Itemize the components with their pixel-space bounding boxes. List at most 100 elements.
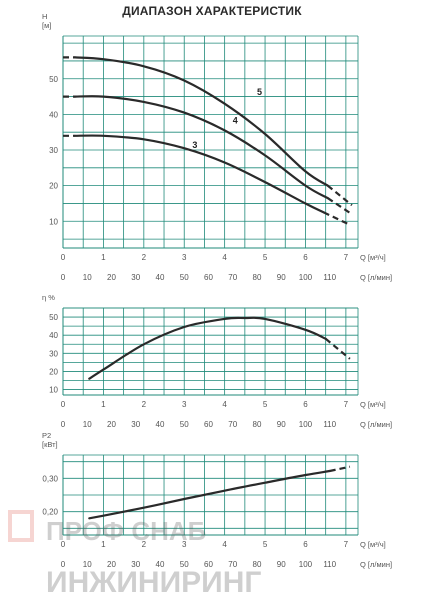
x-tick-label-lmin: 40 (156, 273, 165, 282)
x-axis-label-lmin: Q [л/мин] (360, 420, 392, 429)
y-tick-label: 20 (49, 182, 58, 191)
x-tick-label-m3: 2 (142, 253, 147, 262)
x-axis-label-lmin: Q [л/мин] (360, 560, 392, 569)
series-line-3 (74, 134, 325, 214)
x-tick-label-lmin: 10 (83, 273, 92, 282)
x-tick-label-m3: 6 (303, 400, 308, 409)
x-tick-label-lmin: 0 (61, 420, 66, 429)
y-tick-label: 0,30 (42, 474, 58, 483)
x-tick-label-lmin: 60 (204, 273, 213, 282)
y-tick-label: 50 (49, 75, 58, 84)
x-tick-label-lmin: 10 (83, 420, 92, 429)
curve-label-4: 4 (233, 115, 238, 125)
x-tick-label-m3: 4 (222, 253, 227, 262)
series-dash-end-3 (323, 211, 351, 226)
y-axis-label: P2 (42, 431, 51, 440)
y-tick-label: 30 (49, 146, 58, 155)
x-tick-label-m3: 5 (263, 253, 268, 262)
x-tick-label-m3: 4 (222, 540, 227, 549)
series-dash-end-P2 (329, 465, 351, 473)
y-tick-label: 40 (49, 331, 58, 340)
x-tick-label-lmin: 110 (323, 420, 336, 429)
y-tick-label: 20 (49, 367, 58, 376)
x-tick-label-lmin: 0 (61, 273, 66, 282)
y-tick-label: 10 (49, 217, 58, 226)
x-tick-label-lmin: 30 (131, 560, 140, 569)
x-tick-label-m3: 3 (182, 540, 187, 549)
x-tick-label-m3: 3 (182, 253, 187, 262)
x-tick-label-lmin: 70 (228, 420, 237, 429)
y-tick-label: 10 (49, 386, 58, 395)
y-axis-label: [кВт] (42, 440, 58, 449)
x-tick-label-lmin: 50 (180, 560, 189, 569)
x-tick-label-lmin: 100 (299, 273, 313, 282)
curve-label-3: 3 (192, 140, 197, 150)
x-tick-label-lmin: 40 (156, 420, 165, 429)
curve-label-5: 5 (257, 87, 262, 97)
y-axis-label: H (42, 12, 47, 21)
y-tick-label: 30 (49, 349, 58, 358)
x-tick-label-lmin: 110 (323, 273, 336, 282)
y-tick-label: 40 (49, 110, 58, 119)
series-line-5 (74, 56, 329, 187)
x-tick-label-lmin: 100 (299, 420, 313, 429)
x-tick-label-m3: 6 (303, 540, 308, 549)
chart-head: 10 20 30 40 50 H[м] 0 1 2 3 4 5 6 7 Q [м³/ч] 0 10 20 30 40 5… (42, 12, 392, 282)
x-tick-label-lmin: 80 (253, 560, 262, 569)
x-tick-label-m3: 1 (101, 400, 106, 409)
y-axis-label: [м] (42, 21, 51, 30)
y-tick-label: 50 (49, 313, 58, 322)
x-tick-label-lmin: 100 (299, 560, 313, 569)
x-tick-label-m3: 0 (61, 400, 66, 409)
x-tick-label-m3: 0 (61, 253, 66, 262)
x-tick-label-m3: 1 (101, 540, 106, 549)
y-axis-label: η % (42, 293, 55, 302)
x-tick-label-m3: 7 (344, 540, 349, 549)
x-axis-label-m3: Q [м³/ч] (360, 400, 386, 409)
x-tick-label-lmin: 80 (253, 420, 262, 429)
series-line-P2 (88, 469, 331, 520)
x-tick-label-m3: 5 (263, 540, 268, 549)
x-tick-label-m3: 2 (142, 540, 147, 549)
x-tick-label-lmin: 90 (277, 560, 286, 569)
x-tick-label-m3: 2 (142, 400, 147, 409)
series-line-η (88, 316, 327, 380)
x-tick-label-lmin: 70 (228, 273, 237, 282)
x-axis-label-m3: Q [м³/ч] (360, 253, 386, 262)
series-line-4 (74, 95, 329, 200)
x-tick-label-m3: 1 (101, 253, 106, 262)
x-tick-label-lmin: 50 (180, 273, 189, 282)
x-tick-label-lmin: 20 (107, 420, 116, 429)
x-tick-label-lmin: 30 (131, 273, 140, 282)
x-tick-label-m3: 4 (222, 400, 227, 409)
x-tick-label-lmin: 80 (253, 273, 262, 282)
x-tick-label-lmin: 30 (131, 420, 140, 429)
x-tick-label-lmin: 20 (107, 560, 116, 569)
x-tick-label-m3: 3 (182, 400, 187, 409)
x-tick-label-m3: 5 (263, 400, 268, 409)
x-axis-label-m3: Q [м³/ч] (360, 540, 386, 549)
x-tick-label-lmin: 40 (156, 560, 165, 569)
x-axis-label-lmin: Q [л/мин] (360, 273, 392, 282)
y-tick-label: 0,20 (42, 508, 58, 517)
page-title: ДИАПАЗОН ХАРАКТЕРИСТИК (122, 4, 302, 18)
x-tick-label-lmin: 60 (204, 560, 213, 569)
x-tick-label-lmin: 0 (61, 560, 66, 569)
x-tick-label-m3: 6 (303, 253, 308, 262)
x-tick-label-lmin: 60 (204, 420, 213, 429)
x-tick-label-m3: 7 (344, 253, 349, 262)
series-dash-end-5 (327, 184, 353, 207)
x-tick-label-lmin: 90 (277, 420, 286, 429)
x-tick-label-lmin: 90 (277, 273, 286, 282)
x-tick-label-lmin: 110 (323, 560, 336, 569)
series-dash-end-η (324, 337, 351, 360)
x-tick-label-m3: 0 (61, 540, 66, 549)
x-tick-label-lmin: 20 (107, 273, 116, 282)
x-tick-label-lmin: 10 (83, 560, 92, 569)
chart-power: 0,20 0,30 P2[кВт] 0 1 2 3 4 5 6 7 Q [м³/ч] 0 10 20 30 40… (42, 431, 392, 569)
series-dash-end-4 (327, 197, 353, 216)
x-tick-label-m3: 7 (344, 400, 349, 409)
x-tick-label-lmin: 50 (180, 420, 189, 429)
